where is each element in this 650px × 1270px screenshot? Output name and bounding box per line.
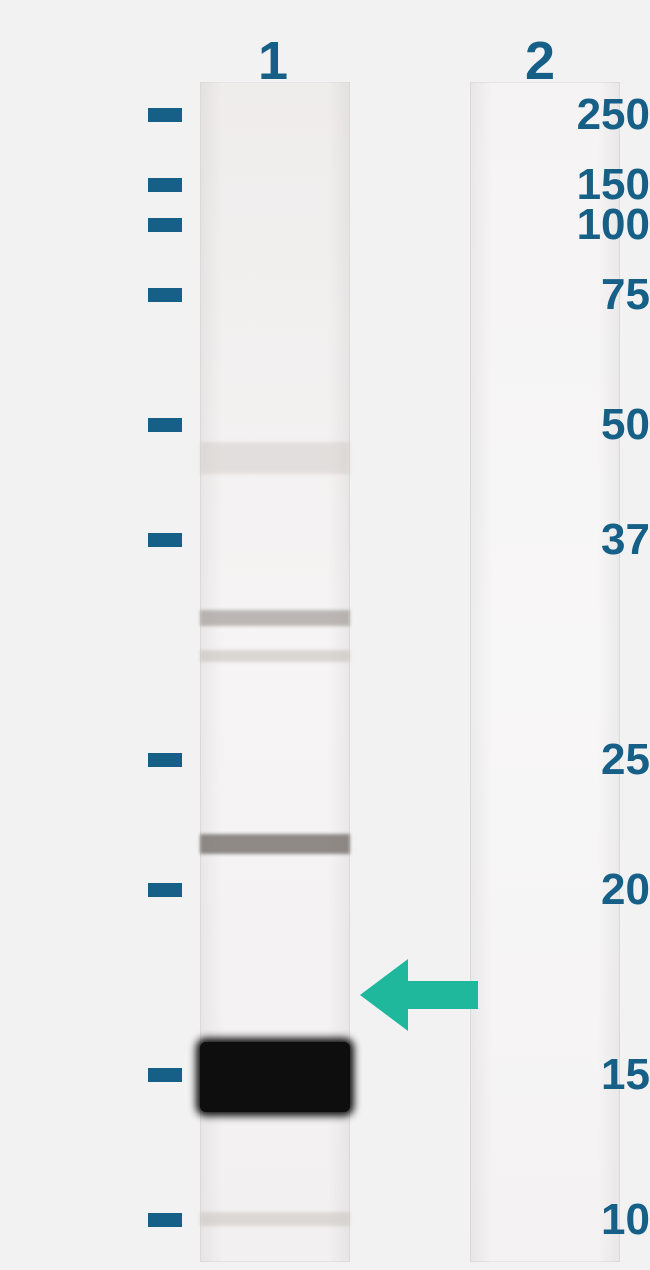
- mw-label-50: 50: [512, 403, 650, 447]
- lane-header-2: 2: [500, 30, 580, 92]
- mw-tick-50: [148, 418, 182, 432]
- lane-header-1: 1: [233, 30, 313, 92]
- mw-tick-250: [148, 108, 182, 122]
- mw-label-75: 75: [512, 273, 650, 317]
- western-blot-figure: 1225015010075503725201510: [0, 0, 650, 1270]
- mw-label-10: 10: [512, 1198, 650, 1242]
- mw-tick-10: [148, 1213, 182, 1227]
- mw-tick-150: [148, 178, 182, 192]
- lane-1-band-2: [200, 650, 350, 662]
- arrow-head-icon: [360, 959, 408, 1031]
- mw-tick-15: [148, 1068, 182, 1082]
- mw-label-100: 100: [512, 203, 650, 247]
- lane-1: [200, 82, 350, 1262]
- lane-1-band-4: [200, 1042, 350, 1112]
- lane-1-band-3: [200, 834, 350, 854]
- mw-tick-75: [148, 288, 182, 302]
- mw-tick-25: [148, 753, 182, 767]
- mw-label-20: 20: [512, 868, 650, 912]
- band-indicator-arrow: [360, 959, 478, 1031]
- mw-label-250: 250: [512, 93, 650, 137]
- lane-1-band-0: [200, 442, 350, 474]
- mw-tick-37: [148, 533, 182, 547]
- mw-label-25: 25: [512, 738, 650, 782]
- mw-label-15: 15: [512, 1053, 650, 1097]
- arrow-stem: [408, 981, 478, 1009]
- mw-label-37: 37: [512, 518, 650, 562]
- lane-1-band-5: [200, 1212, 350, 1226]
- lane-1-band-1: [200, 610, 350, 626]
- mw-tick-20: [148, 883, 182, 897]
- mw-tick-100: [148, 218, 182, 232]
